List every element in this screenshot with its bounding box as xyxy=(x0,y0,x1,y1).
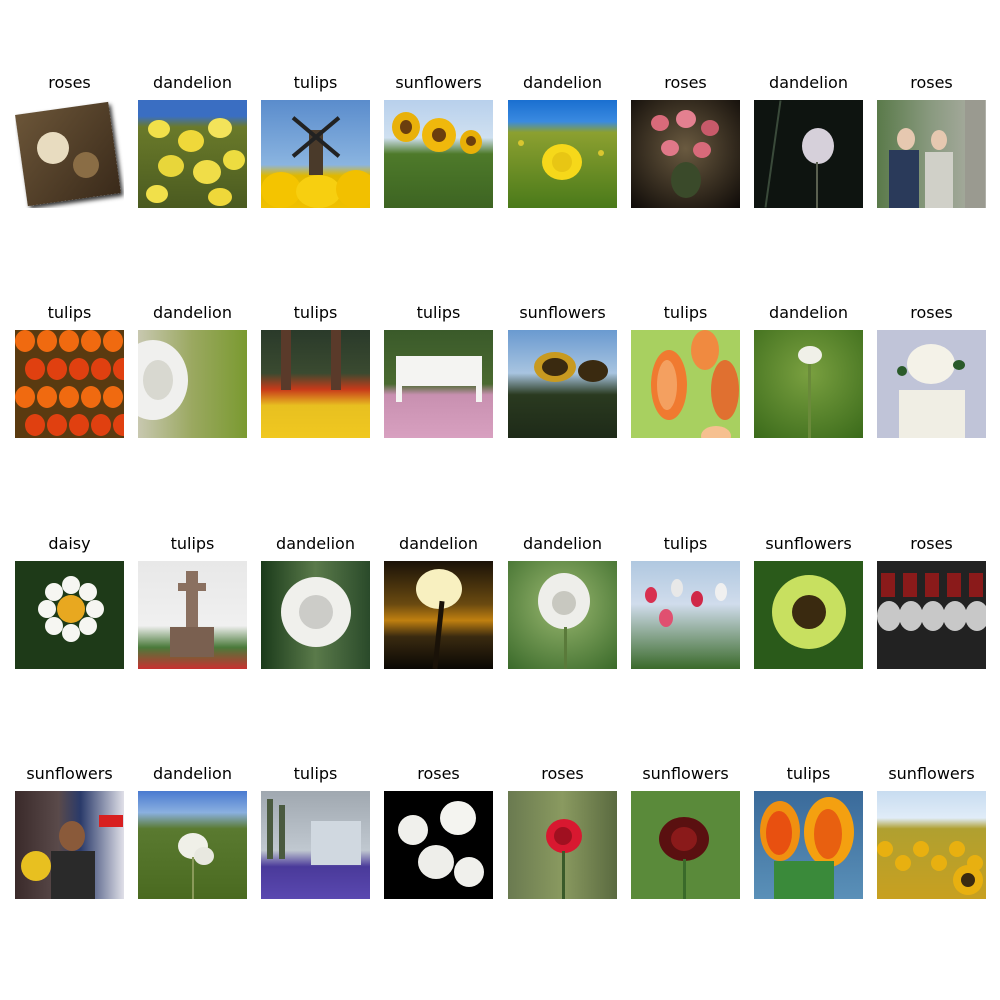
cell-label: dandelion xyxy=(769,303,848,322)
cell-label: dandelion xyxy=(276,534,355,553)
cell-label: roses xyxy=(910,303,953,322)
flower-thumbnail xyxy=(508,561,617,669)
cell-label: dandelion xyxy=(153,73,232,92)
cell-label: roses xyxy=(417,764,460,783)
flower-thumbnail xyxy=(261,330,370,438)
cell-label: roses xyxy=(48,73,91,92)
flower-thumbnail xyxy=(631,330,740,438)
cell-label: sunflowers xyxy=(519,303,606,322)
flower-thumbnail xyxy=(138,561,247,669)
flower-thumbnail xyxy=(384,100,493,208)
cell-label: tulips xyxy=(170,534,215,553)
cell-label: dandelion xyxy=(523,73,602,92)
cell-label: roses xyxy=(664,73,707,92)
flower-thumbnail xyxy=(508,100,617,208)
flower-thumbnail xyxy=(754,100,863,208)
flower-thumbnail xyxy=(384,791,493,899)
cell-label: dandelion xyxy=(153,764,232,783)
cell-label: sunflowers xyxy=(642,764,729,783)
flower-thumbnail xyxy=(138,100,247,208)
cell-label: daisy xyxy=(48,534,91,553)
cell-label: sunflowers xyxy=(888,764,975,783)
cell-label: tulips xyxy=(293,303,338,322)
flower-thumbnail xyxy=(15,561,124,669)
flower-thumbnail xyxy=(138,791,247,899)
cell-label: dandelion xyxy=(399,534,478,553)
cell-label: tulips xyxy=(293,764,338,783)
flower-thumbnail xyxy=(508,791,617,899)
flower-thumbnail xyxy=(138,330,247,438)
cell-label: tulips xyxy=(663,534,708,553)
cell-label: tulips xyxy=(47,303,92,322)
flower-thumbnail xyxy=(877,561,986,669)
flower-thumbnail xyxy=(631,100,740,208)
flower-thumbnail xyxy=(631,791,740,899)
flower-thumbnail xyxy=(754,561,863,669)
cell-label: tulips xyxy=(663,303,708,322)
cell-label: tulips xyxy=(786,764,831,783)
cell-label: tulips xyxy=(293,73,338,92)
flower-thumbnail xyxy=(877,100,986,208)
cell-label: tulips xyxy=(416,303,461,322)
flower-thumbnail xyxy=(877,330,986,438)
flower-thumbnail xyxy=(508,330,617,438)
cell-label: dandelion xyxy=(153,303,232,322)
flower-thumbnail xyxy=(877,791,986,899)
flower-thumbnail xyxy=(754,791,863,899)
flower-thumbnail xyxy=(384,330,493,438)
flower-thumbnail xyxy=(754,330,863,438)
flower-thumbnail xyxy=(15,330,124,438)
flower-thumbnail xyxy=(261,791,370,899)
cell-label: dandelion xyxy=(523,534,602,553)
flower-thumbnail xyxy=(15,100,124,208)
cell-label: roses xyxy=(910,534,953,553)
cell-label: roses xyxy=(541,764,584,783)
cell-label: roses xyxy=(910,73,953,92)
flower-thumbnail xyxy=(384,561,493,669)
flower-thumbnail xyxy=(261,100,370,208)
flower-thumbnail xyxy=(15,791,124,899)
cell-label: sunflowers xyxy=(765,534,852,553)
cell-label: dandelion xyxy=(769,73,848,92)
cell-label: sunflowers xyxy=(395,73,482,92)
cell-label: sunflowers xyxy=(26,764,113,783)
flower-thumbnail xyxy=(631,561,740,669)
flower-thumbnail xyxy=(261,561,370,669)
